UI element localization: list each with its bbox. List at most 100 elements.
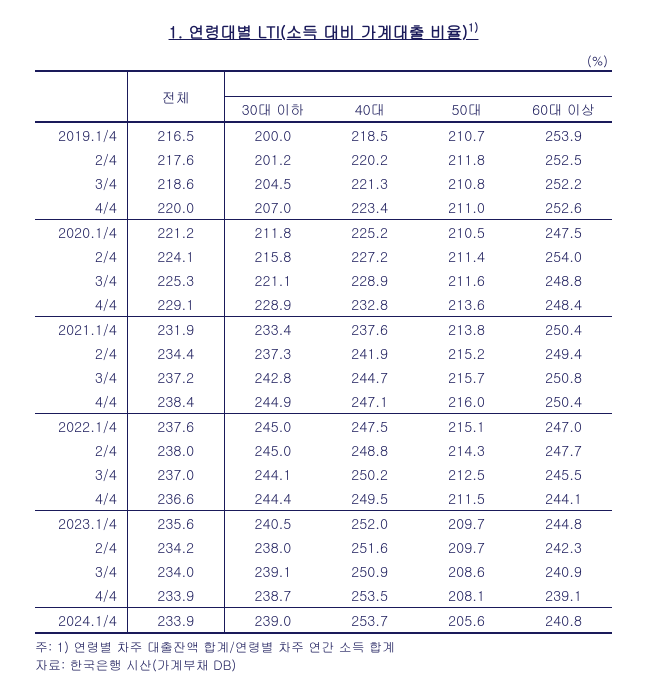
header-col: 50대	[418, 97, 515, 123]
table-row: 3/4237.0244.1250.2212.5245.5	[35, 462, 612, 486]
header-col: 30대 이하	[224, 97, 321, 123]
row-label: 3/4	[35, 171, 127, 195]
cell: 237.6	[321, 317, 418, 342]
row-label: 3/4	[35, 462, 127, 486]
cell: 216.5	[127, 122, 224, 147]
cell: 211.5	[418, 486, 515, 511]
table-row: 2020.1/4221.2211.8225.2210.5247.5	[35, 220, 612, 245]
row-label: 2/4	[35, 535, 127, 559]
cell: 250.2	[321, 462, 418, 486]
cell: 237.6	[127, 414, 224, 439]
cell: 244.8	[515, 511, 612, 536]
cell: 241.9	[321, 341, 418, 365]
cell: 248.4	[515, 292, 612, 317]
table-row: 2022.1/4237.6245.0247.5215.1247.0	[35, 414, 612, 439]
cell: 213.6	[418, 292, 515, 317]
cell: 215.7	[418, 365, 515, 389]
row-label: 2024.1/4	[35, 608, 127, 634]
cell: 244.7	[321, 365, 418, 389]
cell: 216.0	[418, 389, 515, 414]
cell: 218.6	[127, 171, 224, 195]
cell: 213.8	[418, 317, 515, 342]
row-label: 2020.1/4	[35, 220, 127, 245]
header-col: 60대 이상	[515, 97, 612, 123]
cell: 240.9	[515, 559, 612, 583]
table-row: 2024.1/4233.9239.0253.7205.6240.8	[35, 608, 612, 634]
cell: 233.9	[127, 608, 224, 634]
cell: 244.4	[224, 486, 321, 511]
table-head: 전체 30대 이하40대50대60대 이상	[35, 71, 612, 122]
cell: 201.2	[224, 147, 321, 171]
cell: 252.6	[515, 195, 612, 220]
cell: 250.4	[515, 317, 612, 342]
cell: 234.0	[127, 559, 224, 583]
row-label: 4/4	[35, 195, 127, 220]
row-label: 2023.1/4	[35, 511, 127, 536]
cell: 251.6	[321, 535, 418, 559]
table-row: 4/4229.1228.9232.8213.6248.4	[35, 292, 612, 317]
row-label: 3/4	[35, 559, 127, 583]
table-body: 2019.1/4216.5200.0218.5210.7253.92/4217.…	[35, 122, 612, 633]
header-col: 40대	[321, 97, 418, 123]
cell: 228.9	[224, 292, 321, 317]
title-sup: 1)	[468, 21, 478, 36]
note-2: 자료: 한국은행 시산(가계부채 DB)	[35, 656, 612, 674]
cell: 250.8	[515, 365, 612, 389]
cell: 250.4	[515, 389, 612, 414]
table-row: 3/4237.2242.8244.7215.7250.8	[35, 365, 612, 389]
cell: 238.0	[224, 535, 321, 559]
cell: 242.8	[224, 365, 321, 389]
header-blank	[35, 71, 127, 122]
table-notes: 주: 1) 연령별 차주 대출잔액 합계/연령별 차주 연간 소득 합계 자료:…	[35, 638, 612, 674]
cell: 210.7	[418, 122, 515, 147]
cell: 252.0	[321, 511, 418, 536]
cell: 221.1	[224, 268, 321, 292]
lti-table: 전체 30대 이하40대50대60대 이상 2019.1/4216.5200.0…	[35, 70, 612, 634]
header-agegroup-span	[224, 71, 612, 97]
cell: 236.6	[127, 486, 224, 511]
cell: 204.5	[224, 171, 321, 195]
cell: 252.5	[515, 147, 612, 171]
note-1: 주: 1) 연령별 차주 대출잔액 합계/연령별 차주 연간 소득 합계	[35, 638, 612, 656]
cell: 242.3	[515, 535, 612, 559]
cell: 232.8	[321, 292, 418, 317]
table-row: 2021.1/4231.9233.4237.6213.8250.4	[35, 317, 612, 342]
cell: 238.7	[224, 583, 321, 608]
cell: 211.6	[418, 268, 515, 292]
cell: 244.9	[224, 389, 321, 414]
cell: 218.5	[321, 122, 418, 147]
cell: 227.2	[321, 244, 418, 268]
table-row: 2023.1/4235.6240.5252.0209.7244.8	[35, 511, 612, 536]
cell: 239.1	[224, 559, 321, 583]
cell: 247.0	[515, 414, 612, 439]
cell: 235.6	[127, 511, 224, 536]
cell: 244.1	[224, 462, 321, 486]
row-label: 4/4	[35, 486, 127, 511]
cell: 233.4	[224, 317, 321, 342]
cell: 220.0	[127, 195, 224, 220]
row-label: 2021.1/4	[35, 317, 127, 342]
cell: 205.6	[418, 608, 515, 634]
cell: 254.0	[515, 244, 612, 268]
cell: 247.5	[515, 220, 612, 245]
cell: 207.0	[224, 195, 321, 220]
table-row: 2/4217.6201.2220.2211.8252.5	[35, 147, 612, 171]
cell: 200.0	[224, 122, 321, 147]
cell: 252.2	[515, 171, 612, 195]
cell: 211.4	[418, 244, 515, 268]
cell: 248.8	[321, 438, 418, 462]
table-row: 3/4225.3221.1228.9211.6248.8	[35, 268, 612, 292]
cell: 244.1	[515, 486, 612, 511]
cell: 214.3	[418, 438, 515, 462]
cell: 209.7	[418, 535, 515, 559]
cell: 221.2	[127, 220, 224, 245]
header-total: 전체	[127, 71, 224, 122]
cell: 212.5	[418, 462, 515, 486]
cell: 237.3	[224, 341, 321, 365]
cell: 215.1	[418, 414, 515, 439]
cell: 233.9	[127, 583, 224, 608]
cell: 250.9	[321, 559, 418, 583]
cell: 234.2	[127, 535, 224, 559]
cell: 220.2	[321, 147, 418, 171]
cell: 253.5	[321, 583, 418, 608]
